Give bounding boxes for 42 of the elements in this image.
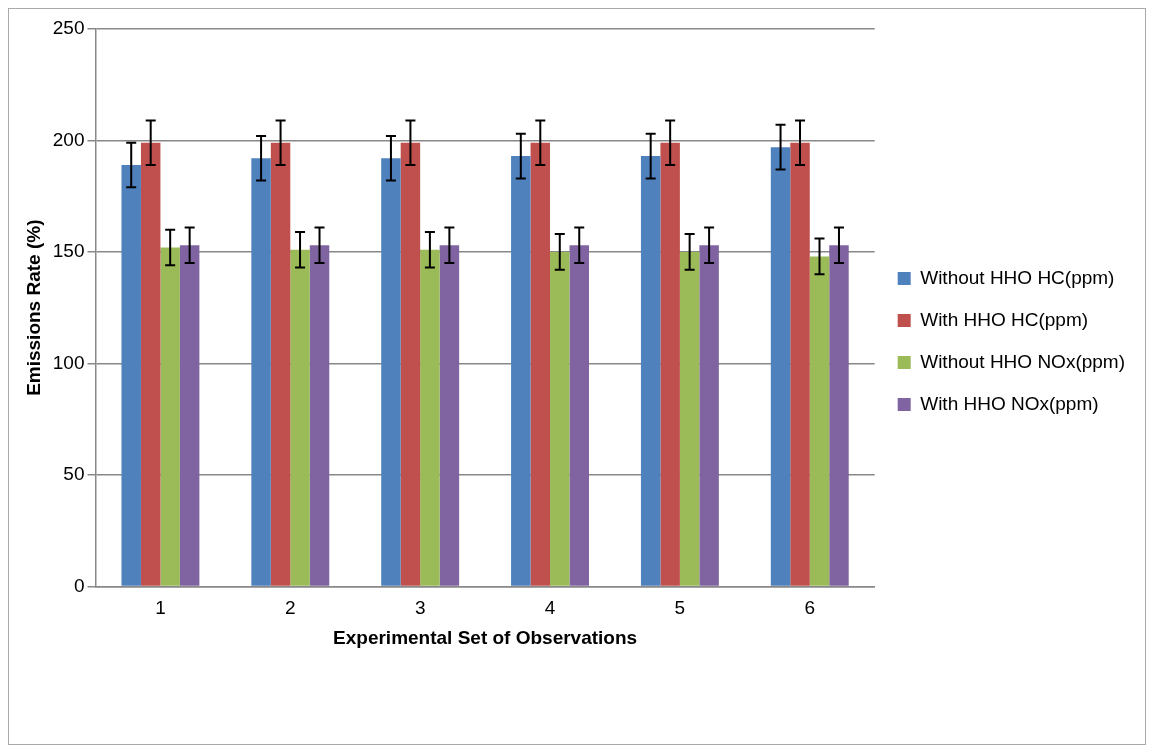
bar — [179, 245, 200, 586]
bar — [679, 251, 700, 586]
bar — [770, 147, 791, 586]
bar — [309, 245, 330, 586]
legend-label: With HHO NOx(ppm) — [920, 392, 1099, 414]
bar — [290, 249, 310, 586]
bar — [140, 142, 161, 586]
y-tick-label: 0 — [73, 574, 85, 596]
bar — [550, 251, 570, 586]
bar — [829, 245, 849, 586]
x-tick-label: 3 — [414, 597, 426, 619]
y-tick-label: 200 — [52, 128, 85, 150]
x-tick-label: 2 — [285, 597, 296, 619]
bar — [439, 245, 460, 586]
x-tick-label: 1 — [155, 597, 166, 619]
bar — [270, 142, 291, 586]
x-tick-label: 5 — [674, 597, 686, 619]
legend-label: With HHO HC(ppm) — [920, 308, 1089, 330]
legend-label: Without HHO NOx(ppm) — [920, 350, 1126, 372]
y-tick-label: 250 — [52, 17, 85, 39]
x-tick-label: 4 — [544, 597, 556, 619]
y-axis-title: Emissions Rate (%) — [22, 219, 44, 396]
bar — [569, 245, 589, 586]
bar — [121, 165, 141, 586]
x-tick-label: 6 — [804, 597, 816, 619]
bar — [809, 256, 830, 586]
bar — [660, 142, 680, 586]
y-tick-label: 50 — [63, 463, 85, 485]
bar — [699, 245, 719, 586]
bar — [381, 158, 401, 586]
bar — [790, 142, 810, 586]
bar — [530, 142, 551, 586]
bar — [420, 249, 440, 586]
bar — [251, 158, 271, 586]
legend-label: Without HHO HC(ppm) — [920, 266, 1115, 288]
bar — [400, 142, 421, 586]
y-tick-label: 150 — [52, 240, 85, 262]
bar — [640, 156, 661, 586]
x-axis-title: Experimental Set of Observations — [333, 626, 638, 648]
bar — [511, 156, 531, 586]
y-tick-label: 100 — [52, 351, 85, 373]
bar — [160, 247, 180, 586]
